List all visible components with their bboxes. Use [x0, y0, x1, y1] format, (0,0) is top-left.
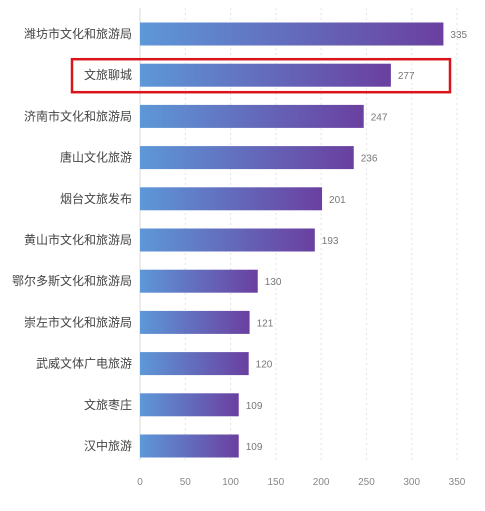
x-tick-label: 50 [180, 477, 192, 488]
category-label: 烟台文旅发布 [60, 191, 132, 206]
data-label: 236 [361, 154, 378, 165]
data-label: 121 [257, 318, 274, 329]
bar [140, 187, 323, 211]
category-label: 黄山市文化和旅游局 [24, 232, 132, 247]
data-label: 109 [246, 401, 263, 412]
category-labels: 潍坊市文化和旅游局文旅聊城济南市文化和旅游局唐山文化旅游烟台文旅发布黄山市文化和… [12, 26, 132, 453]
data-label: 277 [398, 71, 415, 82]
data-label: 130 [265, 277, 282, 288]
bar [140, 352, 249, 376]
bar [140, 146, 354, 170]
category-label: 汉中旅游 [84, 438, 132, 453]
category-label: 文旅枣庄 [84, 397, 132, 412]
category-label: 鄂尔多斯文化和旅游局 [12, 273, 132, 288]
data-label: 201 [329, 195, 346, 206]
bar [140, 434, 239, 458]
category-label: 崇左市文化和旅游局 [24, 314, 132, 329]
data-label: 247 [371, 112, 388, 123]
bar [140, 22, 444, 46]
bars [140, 22, 444, 458]
bar [140, 269, 258, 293]
x-tick-label: 150 [268, 477, 285, 488]
value-labels: 335 277 247 236 201 193 130 121 120 109 109 [246, 30, 468, 453]
bar [140, 104, 364, 128]
category-label: 武威文体广电旅游 [36, 356, 132, 371]
category-label: 济南市文化和旅游局 [24, 108, 132, 123]
x-tick-label: 250 [358, 477, 375, 488]
bar [140, 63, 391, 87]
x-axis-ticks: 0 50 100 150 200 250 300 350 [137, 477, 466, 488]
highlight-box [70, 57, 452, 94]
bar [140, 393, 239, 417]
data-label: 193 [322, 236, 339, 247]
category-label: 潍坊市文化和旅游局 [24, 26, 132, 41]
x-tick-label: 200 [313, 477, 330, 488]
x-tick-label: 100 [222, 477, 239, 488]
bar [140, 310, 250, 334]
data-label: 335 [450, 30, 467, 41]
category-label: 文旅聊城 [84, 67, 132, 82]
bar [140, 228, 315, 252]
category-label: 唐山文化旅游 [60, 150, 132, 165]
x-tick-label: 300 [403, 477, 420, 488]
data-label: 109 [246, 442, 263, 453]
x-tick-label: 350 [449, 477, 466, 488]
x-tick-label: 0 [137, 477, 143, 488]
data-label: 120 [256, 360, 273, 371]
highlight-rectangle [70, 57, 452, 94]
